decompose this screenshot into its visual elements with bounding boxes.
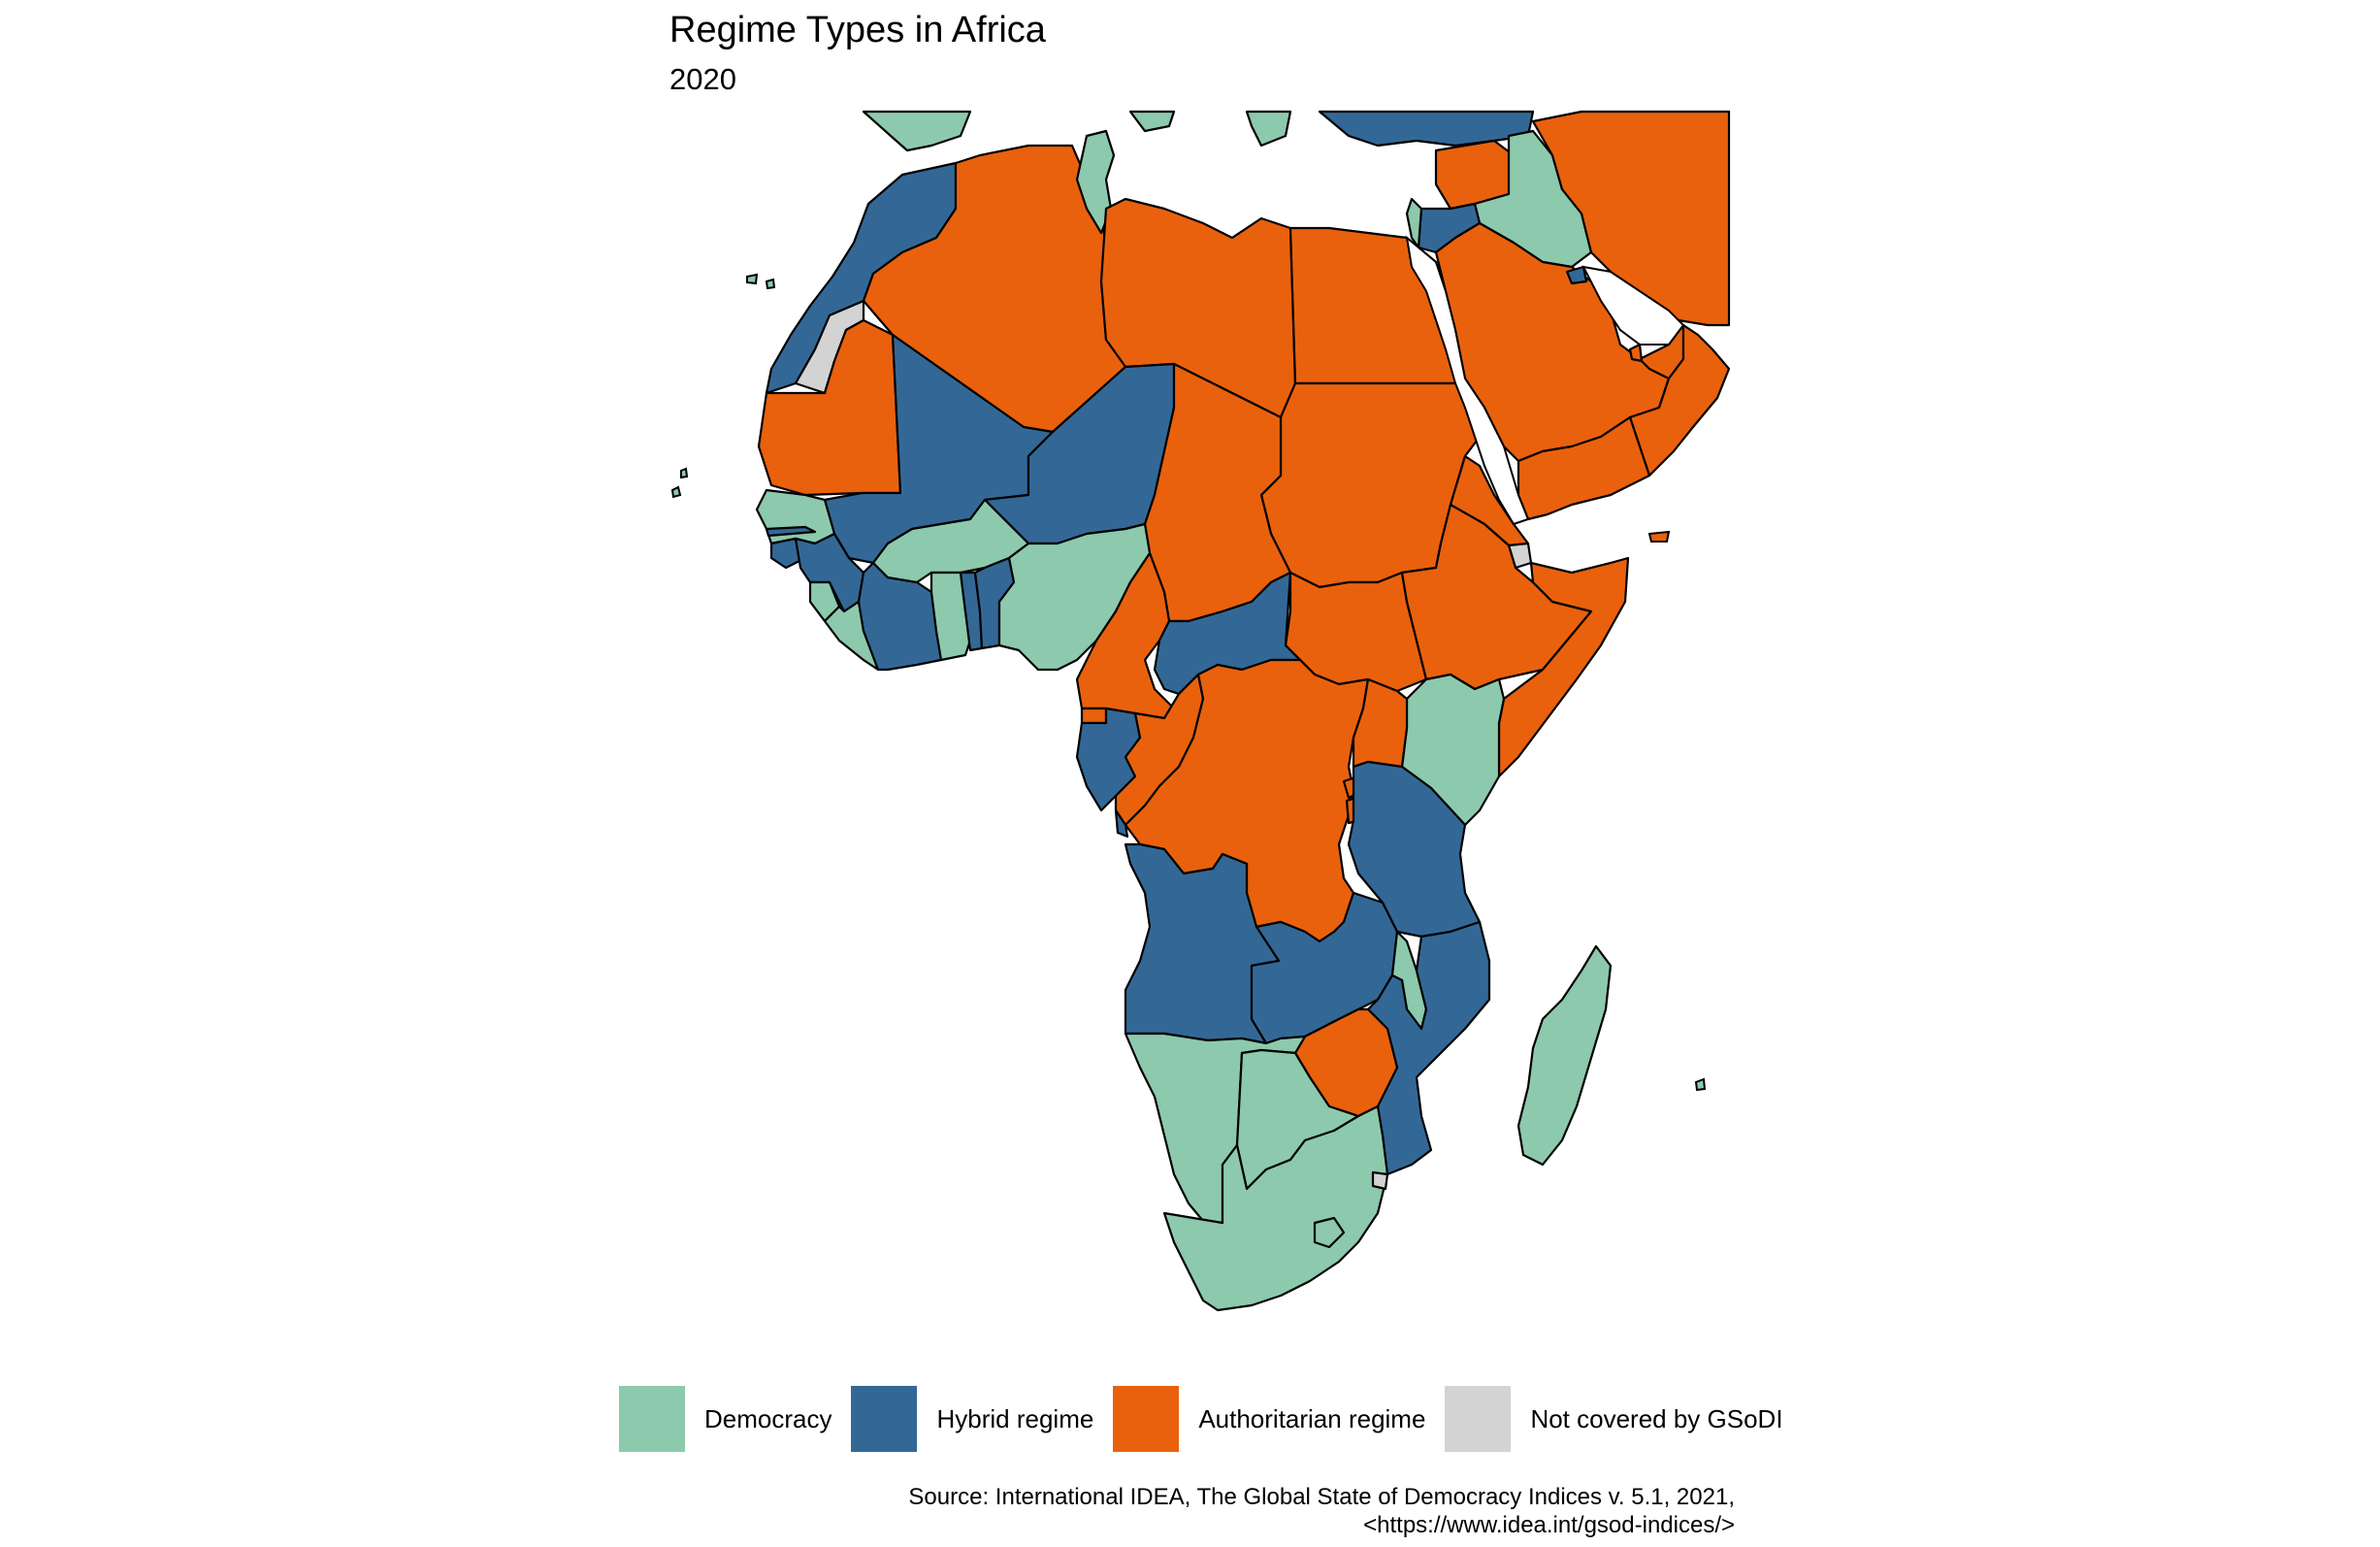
region-lesotho (1313, 1216, 1346, 1249)
legend-key (1113, 1386, 1180, 1452)
map-title: Regime Types in Africa (669, 10, 1046, 50)
region-israel (1405, 197, 1423, 249)
source-caption: Source: International IDEA, The Global S… (908, 1483, 1735, 1539)
legend-label: Authoritarian regime (1198, 1403, 1426, 1433)
legend-label: Hybrid regime (936, 1403, 1094, 1433)
island-canaries (746, 273, 776, 290)
legend-item: Not covered by GSoDI (1445, 1386, 1802, 1452)
region-gambia (765, 525, 817, 538)
island-mauritius (1694, 1077, 1707, 1092)
region-somalia (1497, 556, 1630, 778)
island-socotra (1647, 530, 1671, 543)
legend-item: Authoritarian regime (1113, 1386, 1445, 1452)
region-greece-fragment (1128, 110, 1176, 133)
legend-label: Democracy (704, 1403, 832, 1433)
legend-item: Democracy (619, 1386, 851, 1452)
region-italy-fragment (1245, 110, 1292, 148)
source-caption-line2: <https://www.idea.int/gsod-indices/> (1363, 1512, 1735, 1538)
region-iberia-fragment (862, 110, 972, 152)
region-madagascar (1516, 944, 1613, 1167)
legend-key (851, 1386, 918, 1452)
region-south-africa (1162, 1104, 1389, 1312)
island-cape-verde (670, 467, 689, 499)
region-eswatini (1371, 1170, 1389, 1191)
region-cabinda (1114, 808, 1129, 839)
map-subtitle: 2020 (669, 62, 736, 96)
source-caption-line1: Source: International IDEA, The Global S… (908, 1484, 1735, 1510)
region-turkey-fragment (1318, 110, 1535, 148)
region-oman (1628, 323, 1731, 477)
red-sea (1405, 235, 1530, 526)
legend-label: Not covered by GSoDI (1530, 1403, 1783, 1433)
legend-item: Hybrid regime (851, 1386, 1113, 1452)
region-ethiopia (1400, 503, 1593, 691)
legend: Democracy Hybrid regime Authoritarian regi… (619, 1386, 1803, 1452)
legend-key (1445, 1386, 1512, 1452)
legend-key (619, 1386, 685, 1452)
region-kuwait (1565, 265, 1588, 285)
region-qatar (1628, 343, 1644, 363)
persian-gulf (1581, 265, 1685, 346)
region-equatorial-guinea (1080, 707, 1108, 725)
